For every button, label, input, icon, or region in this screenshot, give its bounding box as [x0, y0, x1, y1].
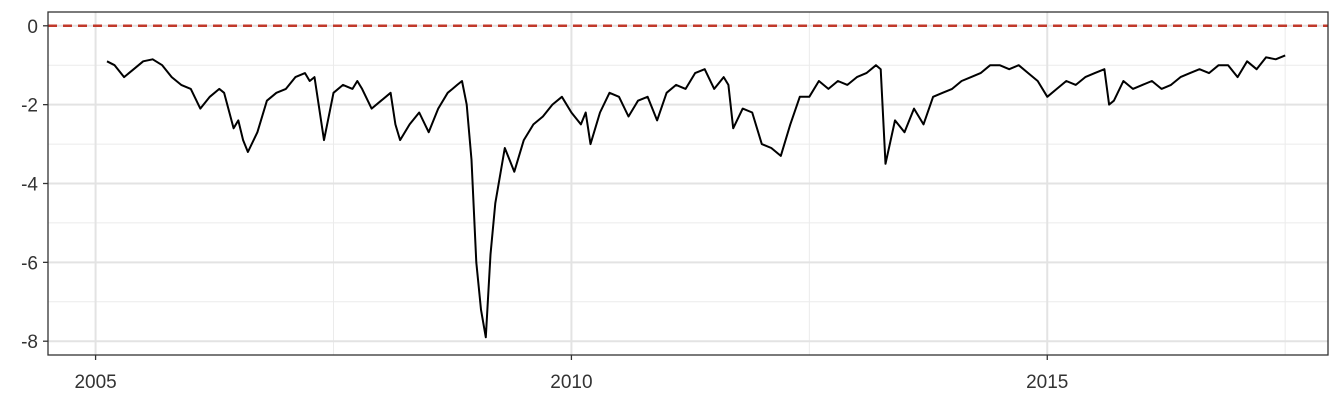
minor-gridlines	[48, 12, 1328, 355]
x-tick-label: 2015	[1026, 372, 1068, 393]
x-tick-label: 2010	[550, 372, 592, 393]
series-line	[106, 54, 1286, 339]
y-tick-label: -8	[21, 332, 38, 353]
y-tick-label: -2	[21, 96, 38, 117]
x-tick-label: 2005	[74, 372, 116, 393]
y-tick-label: 0	[27, 17, 38, 38]
y-tick-label: -4	[21, 175, 38, 196]
x-axis: 2005 2010 2015	[74, 355, 1068, 393]
y-tick-label: -6	[21, 253, 38, 274]
y-axis: 0 -2 -4 -6 -8	[21, 17, 48, 353]
